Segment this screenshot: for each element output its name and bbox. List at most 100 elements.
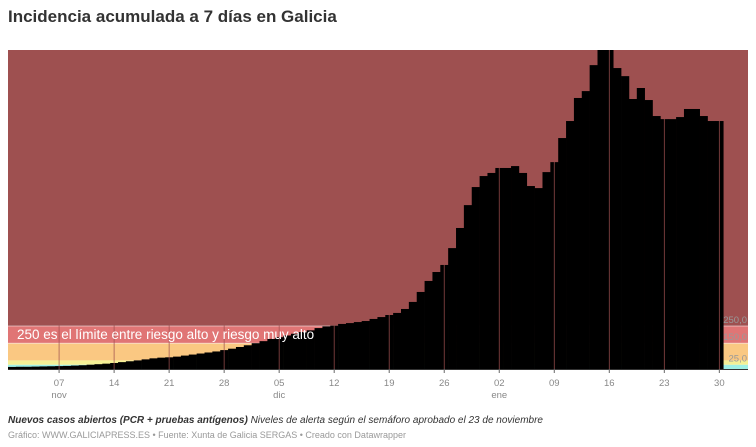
bar xyxy=(503,167,512,369)
bar xyxy=(581,91,590,369)
bar xyxy=(408,301,418,369)
chart-notes: Nuevos casos abiertos (PCR + pruebas ant… xyxy=(8,415,543,426)
bar xyxy=(377,317,386,369)
bar xyxy=(683,108,693,369)
bar xyxy=(558,138,567,369)
bar xyxy=(628,99,638,370)
bar xyxy=(691,108,700,369)
bar xyxy=(401,308,410,369)
bar xyxy=(353,322,362,369)
bar xyxy=(597,50,606,369)
bar xyxy=(676,117,685,369)
x-tick-label: 14 xyxy=(109,378,120,389)
bar xyxy=(652,116,661,369)
bar xyxy=(86,364,95,369)
bar xyxy=(149,358,158,369)
bar xyxy=(141,359,150,369)
bar xyxy=(259,341,268,369)
bar xyxy=(251,343,260,369)
bar xyxy=(133,360,142,369)
bar xyxy=(432,272,441,369)
x-month-label: nov xyxy=(51,390,67,401)
x-tick-label: 21 xyxy=(164,378,175,389)
band-labels: 250,0 150,0 25,0 xyxy=(723,315,747,365)
x-month-label: ene xyxy=(491,390,507,401)
bar xyxy=(102,363,111,369)
bar xyxy=(456,227,465,369)
bar xyxy=(298,332,307,369)
bar xyxy=(306,330,315,369)
bar xyxy=(526,186,535,369)
bar xyxy=(511,166,520,369)
band-label: 25,0 xyxy=(729,354,748,365)
bar xyxy=(204,352,213,369)
bar xyxy=(636,88,645,369)
chart-title: Incidencia acumulada a 7 días en Galicia xyxy=(8,7,337,26)
notes-text: Niveles de alerta según el semáforo apro… xyxy=(247,415,543,426)
bar xyxy=(518,172,528,369)
bar xyxy=(487,172,496,369)
bar xyxy=(534,188,543,369)
bar xyxy=(699,116,708,369)
bar xyxy=(393,312,402,369)
bar xyxy=(314,328,323,369)
bar xyxy=(118,362,127,369)
bar xyxy=(322,326,331,369)
bar xyxy=(621,76,630,369)
bar xyxy=(290,333,300,369)
bar xyxy=(196,353,205,369)
band-label: 250,0 xyxy=(723,315,747,326)
bar xyxy=(212,351,221,369)
bar xyxy=(369,318,378,369)
bar xyxy=(63,365,72,369)
bar xyxy=(70,365,80,369)
x-month-label: dic xyxy=(273,390,285,401)
bar xyxy=(668,119,677,369)
bar xyxy=(345,323,355,369)
bar xyxy=(542,172,551,369)
x-tick-label: 26 xyxy=(439,378,450,389)
x-tick-label: 28 xyxy=(219,378,230,389)
bar xyxy=(39,366,48,369)
bar xyxy=(283,335,292,369)
bar xyxy=(94,364,103,369)
bar xyxy=(125,361,135,369)
bars xyxy=(8,50,724,370)
bar xyxy=(424,280,433,369)
x-tick-label: 16 xyxy=(604,378,615,389)
notes-bold: Nuevos casos abiertos (PCR + pruebas ant… xyxy=(8,415,248,426)
x-tick-label: 23 xyxy=(659,378,670,389)
x-tick-label: 19 xyxy=(384,378,395,389)
bar xyxy=(338,323,347,369)
bar xyxy=(707,121,716,369)
x-tick-label: 30 xyxy=(714,378,725,389)
bar xyxy=(243,345,252,369)
x-tick-label: 12 xyxy=(329,378,340,389)
bar xyxy=(448,248,457,369)
bar xyxy=(361,321,370,369)
x-tick-label: 09 xyxy=(549,378,560,389)
bar xyxy=(235,346,245,369)
bar xyxy=(267,338,276,369)
bar xyxy=(471,187,480,369)
x-tick-label: 07 xyxy=(54,378,65,389)
bar xyxy=(589,65,598,370)
bar xyxy=(479,176,488,369)
bar xyxy=(573,97,583,369)
bar xyxy=(15,366,25,369)
bar xyxy=(31,366,40,369)
bar xyxy=(180,355,190,369)
bar xyxy=(47,366,56,369)
bar xyxy=(613,68,622,369)
bar xyxy=(463,205,473,369)
bar xyxy=(416,291,425,369)
bar xyxy=(566,121,575,369)
x-tick-label: 05 xyxy=(274,378,285,389)
chart-credits: Gráfico: WWW.GALICIAPRESS.ES • Fuente: X… xyxy=(8,430,406,440)
bar xyxy=(23,366,32,369)
bar xyxy=(644,100,653,369)
band-label: 150,0 xyxy=(723,332,747,343)
threshold-annotation: 250 es el límite entre riesgo alto y rie… xyxy=(17,327,314,342)
